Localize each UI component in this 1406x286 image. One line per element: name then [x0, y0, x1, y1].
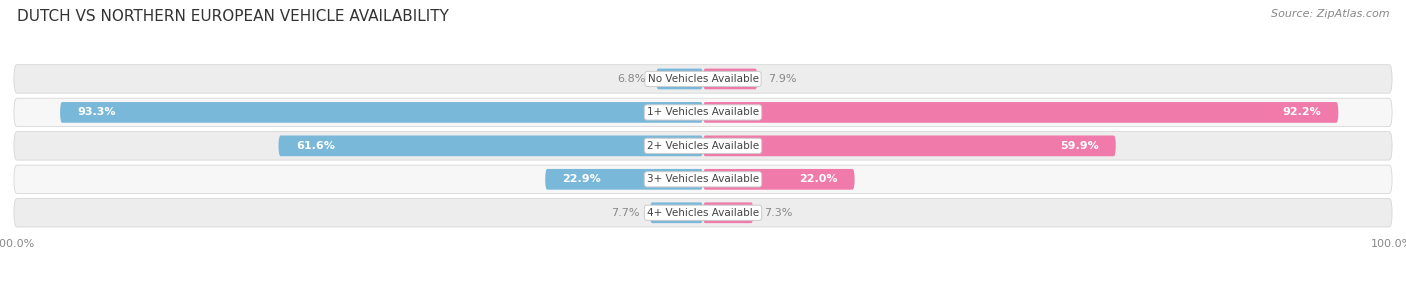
FancyBboxPatch shape	[14, 65, 1392, 93]
Text: 7.3%: 7.3%	[763, 208, 792, 218]
Text: 7.9%: 7.9%	[768, 74, 796, 84]
Text: 3+ Vehicles Available: 3+ Vehicles Available	[647, 174, 759, 184]
Text: No Vehicles Available: No Vehicles Available	[648, 74, 758, 84]
Text: DUTCH VS NORTHERN EUROPEAN VEHICLE AVAILABILITY: DUTCH VS NORTHERN EUROPEAN VEHICLE AVAIL…	[17, 9, 449, 23]
FancyBboxPatch shape	[278, 136, 703, 156]
FancyBboxPatch shape	[14, 98, 1392, 127]
Text: 7.7%: 7.7%	[612, 208, 640, 218]
Text: 61.6%: 61.6%	[295, 141, 335, 151]
Text: 1+ Vehicles Available: 1+ Vehicles Available	[647, 108, 759, 118]
FancyBboxPatch shape	[14, 165, 1392, 194]
Text: Source: ZipAtlas.com: Source: ZipAtlas.com	[1271, 9, 1389, 19]
Text: 6.8%: 6.8%	[617, 74, 645, 84]
Text: 2+ Vehicles Available: 2+ Vehicles Available	[647, 141, 759, 151]
FancyBboxPatch shape	[703, 69, 758, 89]
FancyBboxPatch shape	[703, 102, 1339, 123]
FancyBboxPatch shape	[657, 69, 703, 89]
FancyBboxPatch shape	[703, 202, 754, 223]
Text: 22.0%: 22.0%	[799, 174, 838, 184]
FancyBboxPatch shape	[703, 136, 1116, 156]
Text: 22.9%: 22.9%	[562, 174, 602, 184]
Text: 59.9%: 59.9%	[1060, 141, 1098, 151]
FancyBboxPatch shape	[14, 198, 1392, 227]
Text: 93.3%: 93.3%	[77, 108, 115, 118]
FancyBboxPatch shape	[14, 132, 1392, 160]
Text: 92.2%: 92.2%	[1282, 108, 1322, 118]
Text: 4+ Vehicles Available: 4+ Vehicles Available	[647, 208, 759, 218]
FancyBboxPatch shape	[650, 202, 703, 223]
FancyBboxPatch shape	[546, 169, 703, 190]
FancyBboxPatch shape	[60, 102, 703, 123]
FancyBboxPatch shape	[703, 169, 855, 190]
